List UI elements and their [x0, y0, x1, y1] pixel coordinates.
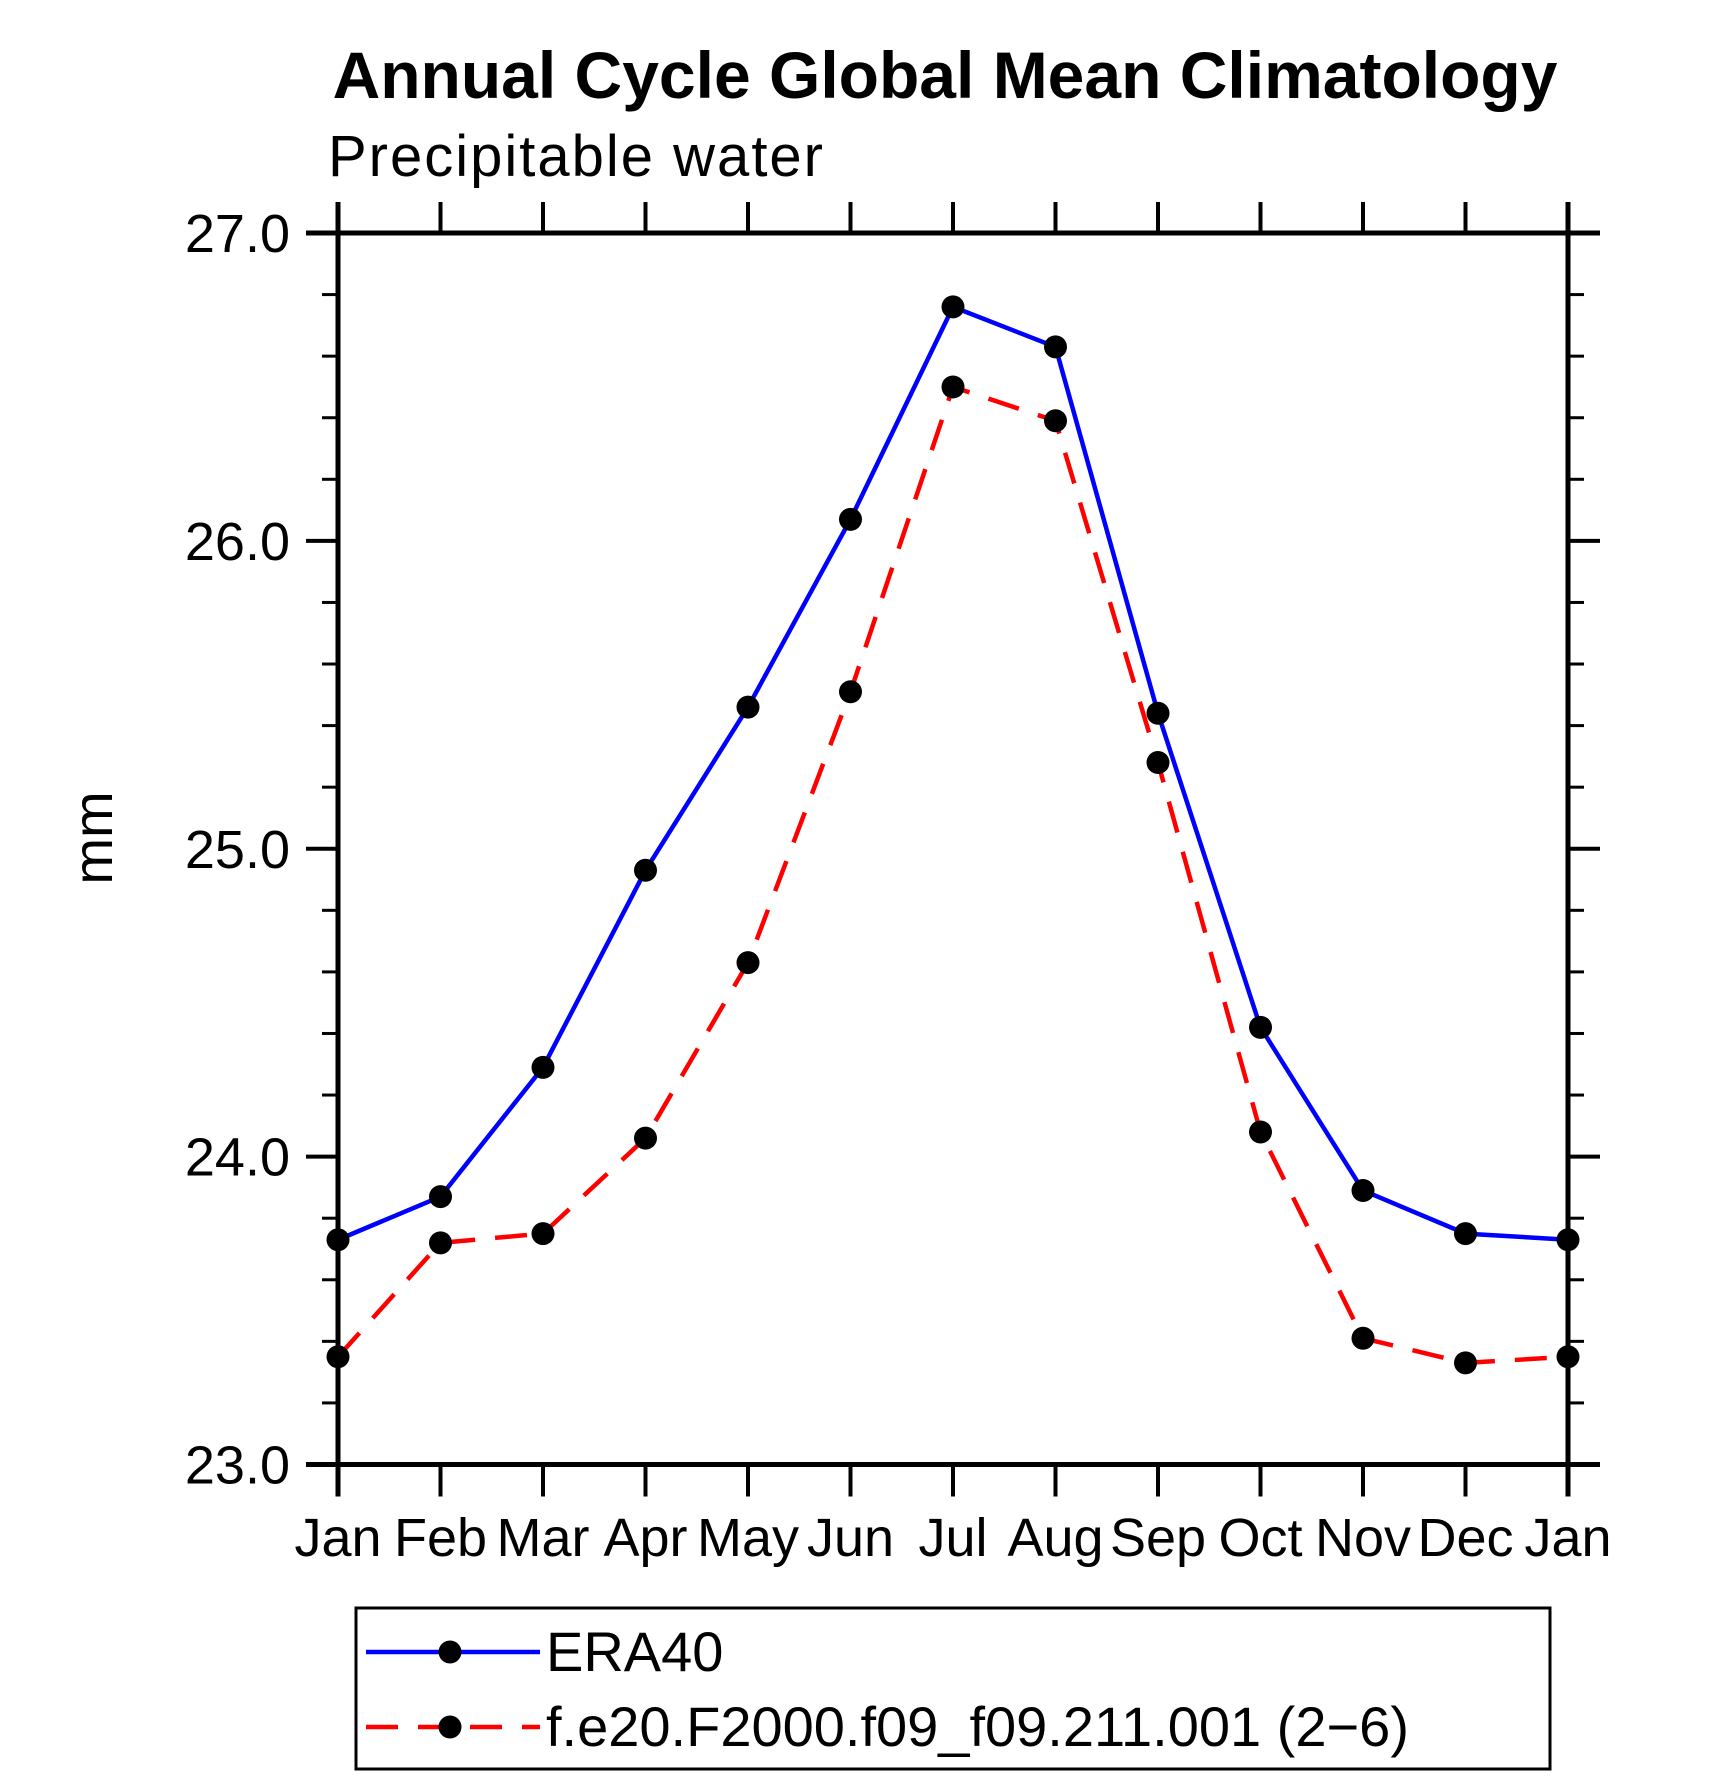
- model-point-marker: [1146, 751, 1170, 775]
- model-point-marker: [326, 1345, 350, 1369]
- era40-point-marker: [736, 695, 760, 719]
- era40-point-marker: [326, 1228, 350, 1252]
- legend-model-label: f.e20.F2000.f09_f09.211.001 (2−6): [546, 1695, 1409, 1758]
- era40-point-marker: [1351, 1178, 1375, 1202]
- x-tick-label: Dec: [1417, 1508, 1513, 1568]
- legend-era40-label: ERA40: [546, 1620, 723, 1683]
- y-tick-label: 26.0: [185, 512, 290, 572]
- legend-box: [354, 1606, 1552, 1771]
- x-tick-label: Jul: [918, 1508, 987, 1568]
- x-tick-label: Mar: [497, 1508, 590, 1568]
- y-tick-label: 23.0: [185, 1436, 290, 1496]
- model-point-marker: [1556, 1345, 1580, 1369]
- era40-point-marker: [531, 1055, 555, 1079]
- x-tick-label: Jun: [807, 1508, 894, 1568]
- legend-model-marker-icon: [438, 1715, 462, 1739]
- model-point-marker: [941, 375, 965, 399]
- era40-point-marker: [1044, 335, 1067, 359]
- y-tick-label: 27.0: [185, 204, 290, 264]
- x-tick-label: Oct: [1218, 1508, 1302, 1568]
- model-line: [336, 384, 1569, 1366]
- y-tick-label: 25.0: [185, 820, 290, 880]
- era40-point-marker: [839, 507, 862, 531]
- page-title: Annual Cycle Global Mean Climatology: [333, 38, 1558, 112]
- model-point-marker: [1351, 1326, 1375, 1350]
- x-tick-label: Aug: [1007, 1508, 1103, 1568]
- legend: ERA40 f.e20.F2000.f09_f09.211.001 (2−6): [354, 1606, 1552, 1771]
- x-tick-label: Nov: [1315, 1508, 1411, 1568]
- axes-frame: [306, 202, 1600, 1497]
- tick-labels: Jan Feb Mar Apr May Jun Jul Aug Sep Oct Nov Dec Jan2…: [185, 204, 1612, 1568]
- model-point-marker: [839, 680, 862, 704]
- x-tick-label: Jan: [294, 1508, 381, 1568]
- model-point-marker: [736, 951, 760, 975]
- x-tick-label: Feb: [394, 1508, 487, 1568]
- model-point-marker: [429, 1231, 452, 1255]
- model-point-marker: [1454, 1351, 1477, 1375]
- era40-point-marker: [941, 295, 965, 319]
- era40-point-marker: [429, 1185, 452, 1209]
- legend-era40-marker-icon: [438, 1640, 462, 1664]
- era40-point-marker: [1249, 1015, 1272, 1039]
- x-tick-label: Jan: [1524, 1508, 1611, 1568]
- era40-point-marker: [1556, 1228, 1580, 1252]
- x-tick-label: May: [697, 1508, 799, 1568]
- y-tick-label: 24.0: [185, 1128, 290, 1188]
- x-tick-label: Sep: [1110, 1508, 1206, 1568]
- model-point-marker: [1044, 409, 1067, 433]
- chart-subtitle: Precipitable water: [328, 124, 825, 189]
- data-series: [326, 295, 1580, 1375]
- model-point-marker: [634, 1126, 657, 1150]
- era40-point-marker: [1146, 701, 1170, 725]
- era40-point-marker: [1454, 1222, 1477, 1246]
- x-tick-label: Apr: [603, 1508, 687, 1568]
- model-point-marker: [531, 1222, 555, 1246]
- model-point-marker: [1249, 1120, 1272, 1144]
- era40-line: [337, 304, 1569, 1242]
- y-axis-title: mm: [61, 791, 124, 884]
- era40-point-marker: [634, 858, 657, 882]
